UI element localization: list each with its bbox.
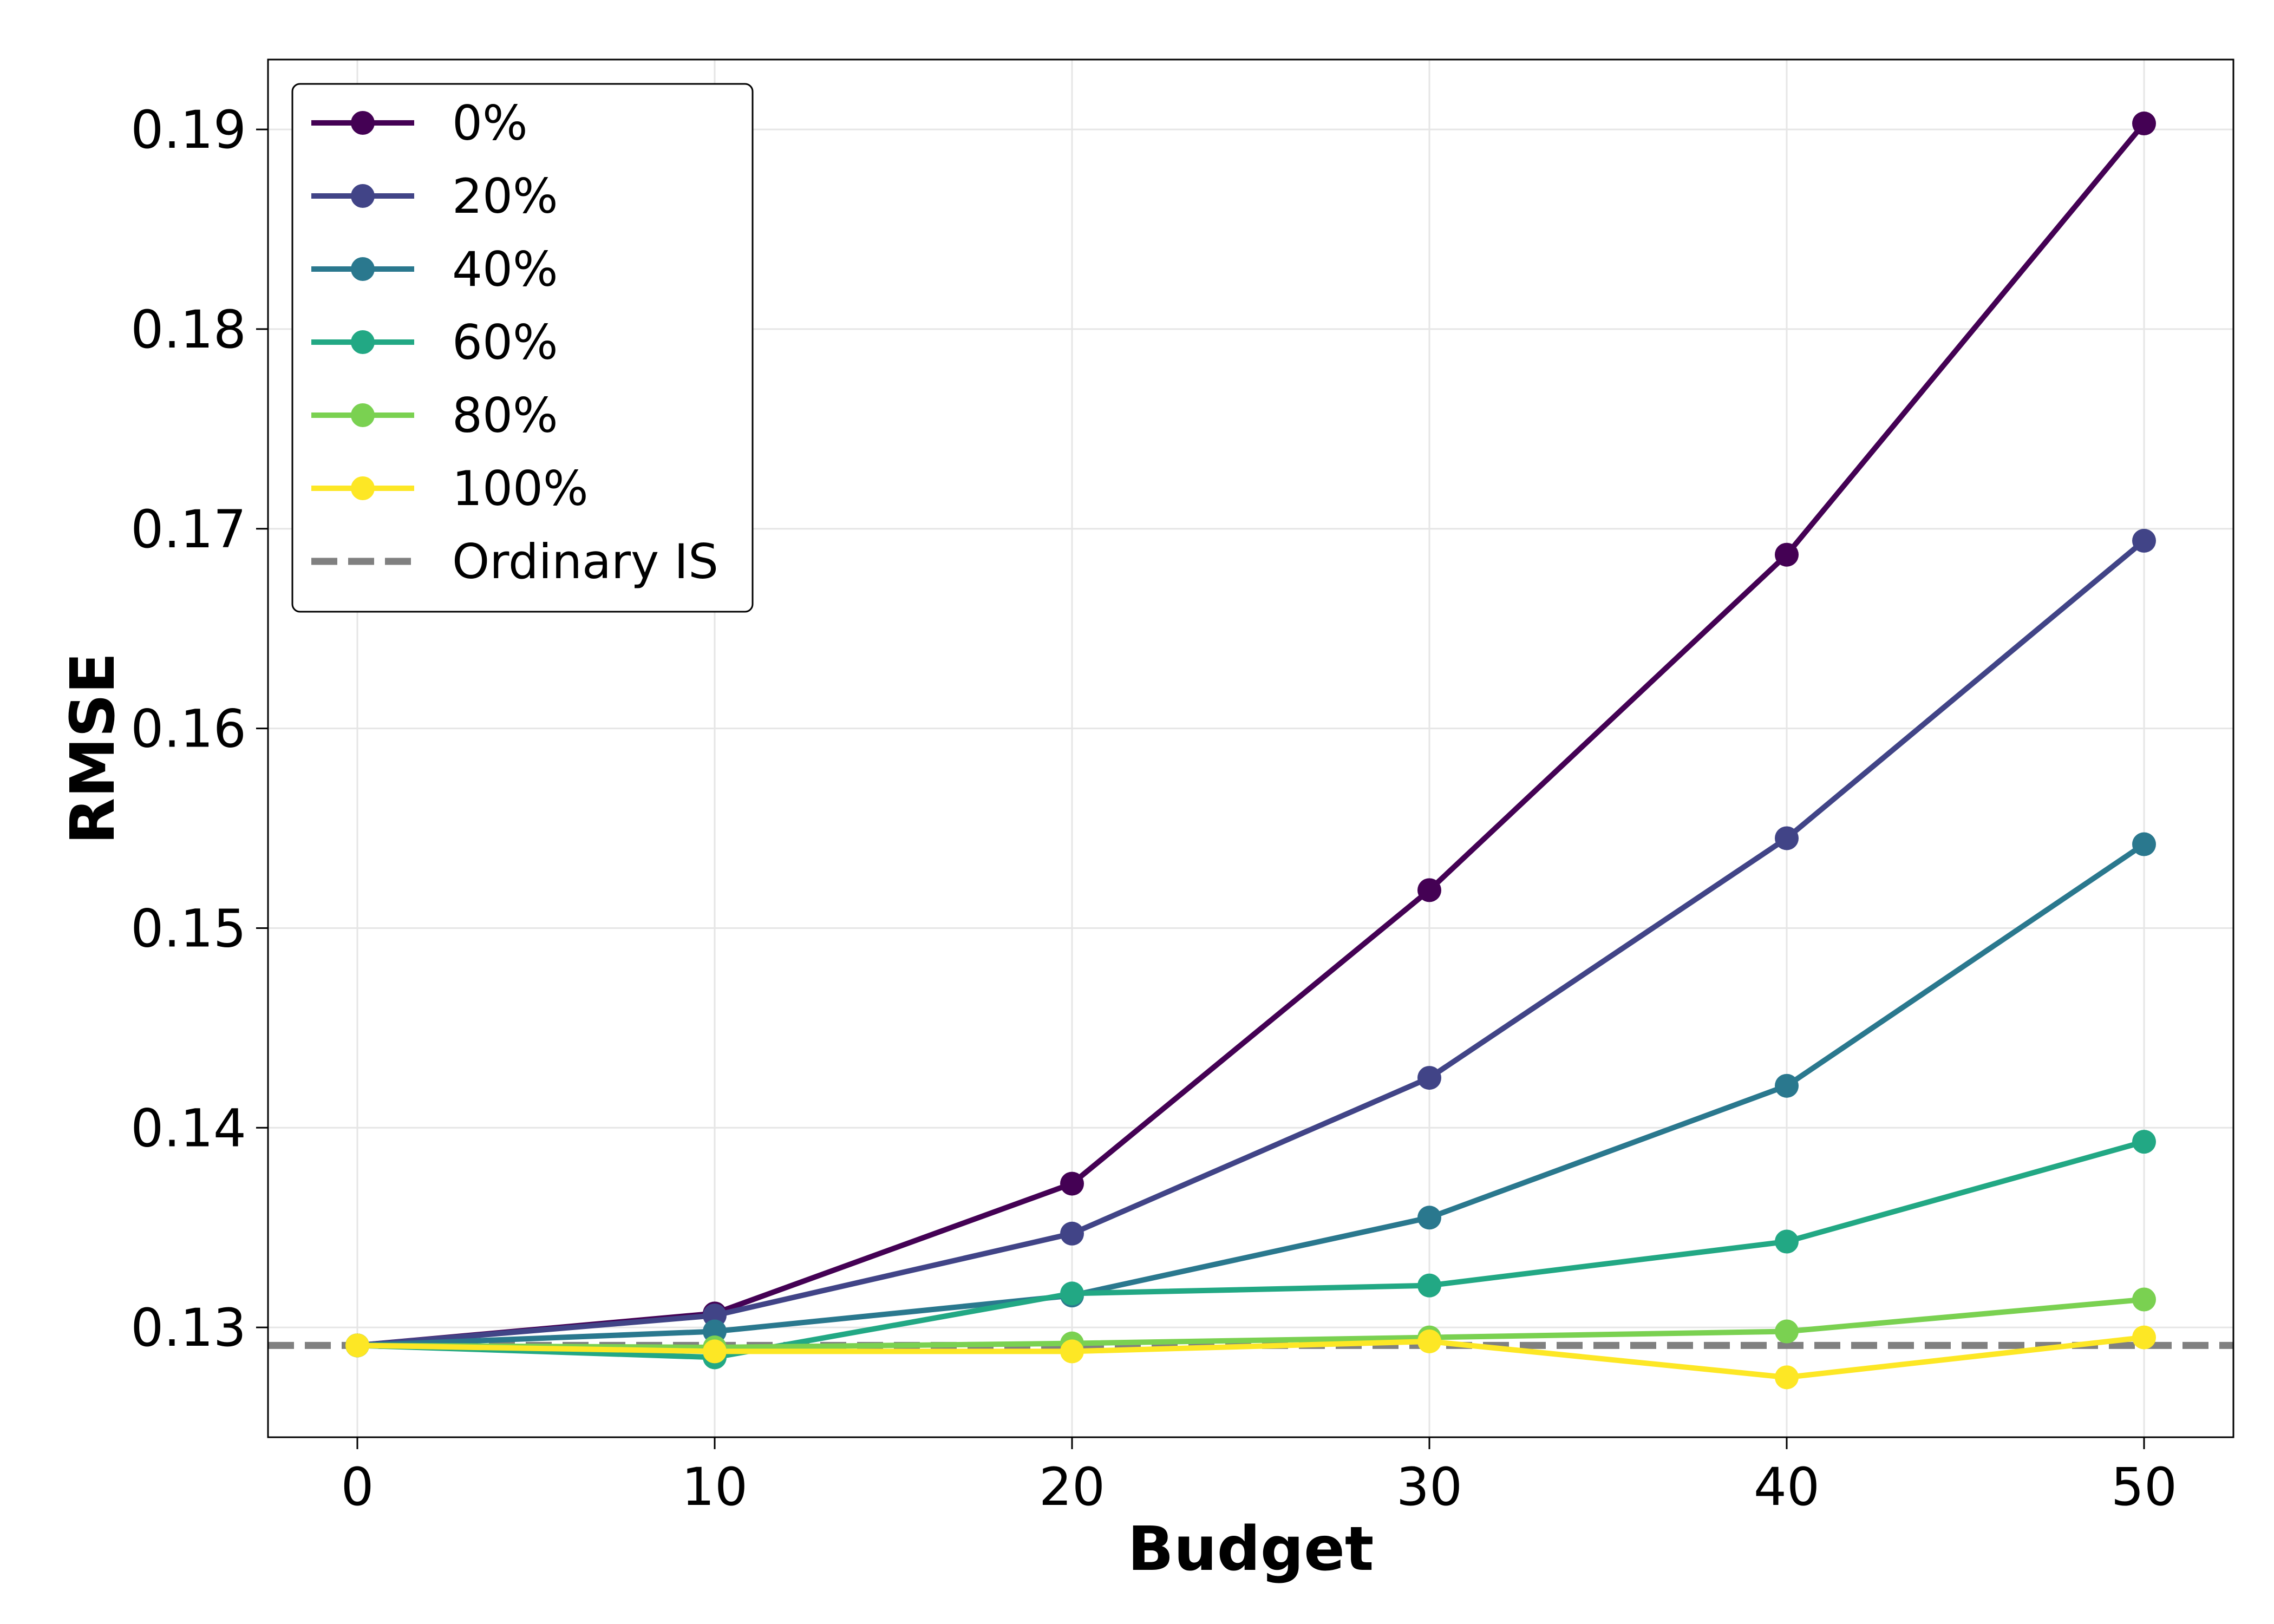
y-tick-label: 0.15 — [130, 898, 246, 959]
legend-label: 60% — [452, 315, 558, 370]
x-tick-label: 30 — [1396, 1457, 1462, 1517]
data-point — [1775, 1073, 1799, 1098]
data-point — [2132, 1130, 2156, 1154]
data-point — [1060, 1281, 1084, 1306]
x-tick-label: 10 — [682, 1457, 748, 1517]
data-point — [1417, 1273, 1441, 1298]
x-axis-ticks: 0 10 20 30 40 50 — [341, 1437, 2177, 1517]
data-point — [1775, 1365, 1799, 1390]
legend-label: Ordinary IS — [452, 534, 718, 590]
y-tick-label: 0.16 — [130, 699, 246, 759]
legend-swatch-marker — [351, 111, 375, 135]
data-point — [2132, 832, 2156, 856]
legend-label: 80% — [452, 388, 558, 443]
data-point — [1417, 1066, 1441, 1090]
legend-label: 0% — [452, 95, 528, 151]
data-point — [1060, 1339, 1084, 1364]
y-axis-title: RMSE — [58, 652, 128, 844]
x-tick-label: 40 — [1754, 1457, 1820, 1517]
data-point — [2132, 1287, 2156, 1312]
y-tick-label: 0.18 — [130, 299, 246, 360]
series-line — [357, 1296, 2145, 1351]
data-point — [2132, 1325, 2156, 1350]
series-line — [357, 1139, 2145, 1360]
plot-frame — [267, 58, 2234, 1438]
x-tick-label: 20 — [1039, 1457, 1105, 1517]
series-40pct — [345, 832, 2156, 1358]
data-point — [1417, 878, 1441, 902]
legend-box — [291, 83, 754, 613]
y-tick-label: 0.13 — [130, 1298, 246, 1358]
legend: 0% 20% 40% 60% 80% 100% Ordinary IS — [291, 83, 754, 613]
series-20pct — [345, 528, 2156, 1358]
series-line — [357, 1334, 2145, 1380]
legend-swatch-marker — [351, 403, 375, 427]
data-point — [2132, 528, 2156, 553]
data-point — [1775, 1319, 1799, 1344]
y-tick-label: 0.19 — [130, 100, 246, 160]
series-line — [357, 842, 2146, 1348]
x-tick-label: 0 — [341, 1457, 374, 1517]
legend-swatch-marker — [351, 330, 375, 354]
data-point — [1775, 826, 1799, 850]
data-point — [1775, 542, 1799, 567]
data-point — [345, 1333, 369, 1358]
data-point — [1060, 1221, 1084, 1246]
x-axis-title: Budget — [1128, 1514, 1374, 1584]
y-axis-ticks: 0.13 0.14 0.15 0.16 0.17 0.18 0.19 — [130, 100, 268, 1358]
x-tick-label: 50 — [2111, 1457, 2177, 1517]
data-point — [1060, 1171, 1084, 1196]
y-tick-label: 0.14 — [130, 1098, 246, 1158]
series-100pct — [345, 1325, 2156, 1390]
data-point — [703, 1339, 727, 1364]
series-lines — [345, 112, 2156, 1390]
data-point — [1775, 1229, 1799, 1254]
y-tick-label: 0.17 — [130, 499, 246, 560]
data-point — [1417, 1329, 1441, 1353]
data-point — [2132, 112, 2156, 136]
legend-label: 40% — [452, 241, 558, 297]
legend-label: 20% — [452, 168, 558, 224]
legend-swatch-marker — [351, 184, 375, 208]
legend-swatch-marker — [351, 257, 375, 281]
series-line — [357, 539, 2146, 1348]
legend-label: 100% — [452, 461, 589, 516]
legend-swatch-marker — [351, 476, 375, 500]
data-point — [1417, 1206, 1441, 1230]
